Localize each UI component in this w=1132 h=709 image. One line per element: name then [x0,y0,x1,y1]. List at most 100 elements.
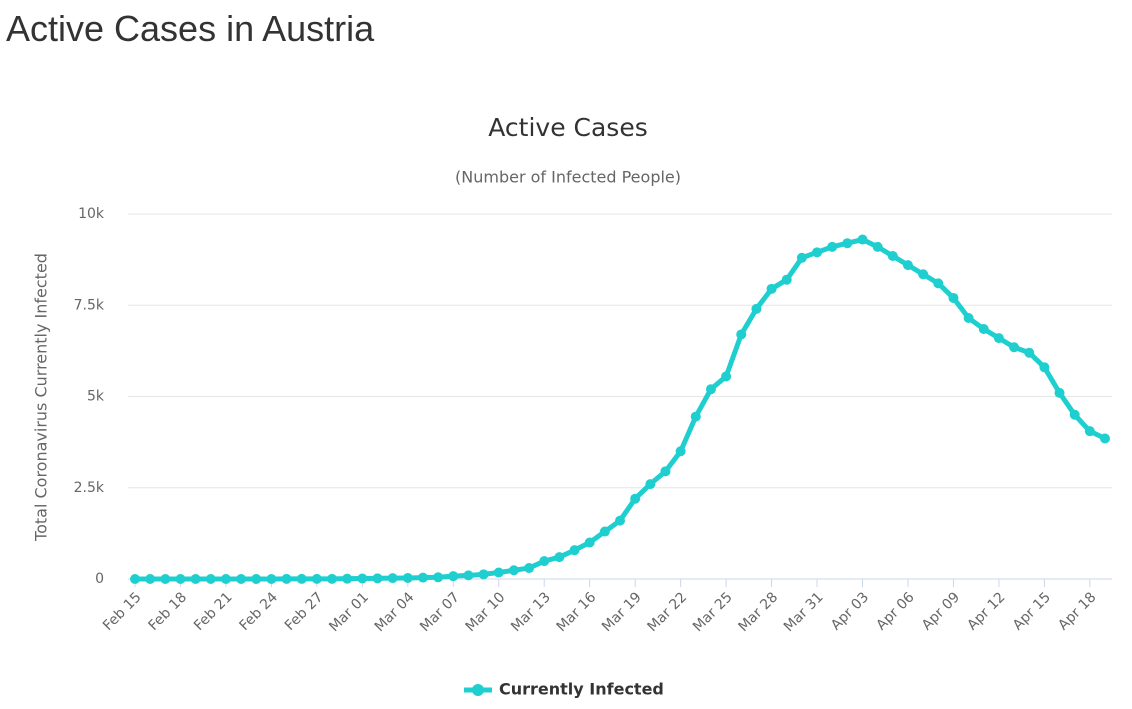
data-point [296,573,307,584]
data-point [1024,347,1035,358]
data-point [554,552,565,563]
data-point [478,569,489,580]
y-tick-label: 5k [87,389,105,405]
data-point [721,371,732,382]
x-tick-label: Mar 07 [417,589,463,635]
data-point [463,570,474,581]
data-point [872,241,883,252]
data-point [1009,342,1020,353]
legend-marker [472,684,484,696]
data-point [1069,409,1080,420]
data-point [615,515,625,526]
chart-subtitle: (Number of Infected People) [455,168,681,187]
data-point [599,526,610,537]
data-point [387,573,398,584]
data-point [236,574,247,584]
data-point [145,574,156,584]
y-tick-label: 0 [95,571,104,587]
x-tick-label: Feb 27 [282,589,327,634]
data-point [433,572,444,583]
data-point [402,572,413,583]
data-point [1054,387,1065,398]
x-tick-label: Mar 01 [326,589,372,635]
x-tick-label: Feb 15 [100,589,145,634]
x-tick-label: Mar 28 [735,589,781,635]
data-point [751,303,762,314]
x-tick-label: Mar 22 [645,589,691,635]
data-point [175,574,186,584]
data-point [918,269,929,280]
data-point [963,313,974,324]
data-point [311,573,322,584]
series-line [135,237,1107,582]
data-point [372,573,383,584]
data-point [448,571,459,582]
x-tick-label: Apr 06 [873,589,917,633]
data-point [857,234,868,245]
y-tick-label: 10k [78,206,105,222]
data-point [645,479,656,490]
x-tick-label: Apr 09 [919,589,963,633]
x-tick-label: Apr 03 [828,589,872,633]
data-point [1100,433,1110,444]
y-tick-label: 7.5k [74,297,105,313]
data-point [220,574,231,584]
data-point [660,466,671,477]
y-axis-label: Total Coronavirus Currently Infected [32,253,51,542]
x-tick-label: Mar 16 [554,589,600,635]
data-point [630,493,641,504]
data-point [933,278,944,289]
x-tick-label: Feb 18 [146,589,191,634]
data-point [266,574,277,584]
data-point [766,283,777,294]
data-point [842,238,853,249]
page-heading: Active Cases in Austria [6,8,375,49]
data-point [417,572,428,583]
data-point [205,574,216,584]
data-point [130,574,140,584]
x-tick-label: Mar 25 [690,589,736,635]
data-point [342,573,353,584]
data-point [1084,426,1095,437]
data-point [251,574,262,584]
x-tick-label: Mar 13 [508,589,554,635]
legend-label: Currently Infected [499,680,664,699]
data-point [993,333,1004,344]
data-point [675,446,686,457]
data-point [508,565,519,576]
data-point [796,252,807,263]
data-point [524,563,535,574]
data-point [812,247,823,258]
data-point [902,260,913,271]
data-point [978,323,989,334]
x-tick-label: Mar 10 [463,589,509,635]
data-point [160,574,171,584]
data-point [493,567,504,578]
x-tick-label: Feb 24 [236,589,281,634]
x-tick-label: Mar 31 [781,589,827,635]
data-point [948,292,959,303]
x-tick-label: Feb 21 [191,589,236,634]
x-tick-label: Apr 12 [964,589,1008,633]
data-point [781,274,792,285]
data-point [281,573,292,584]
data-point [1039,362,1050,373]
data-point [190,574,201,584]
chart-title: Active Cases [488,113,648,142]
x-tick-label: Apr 15 [1010,589,1054,633]
x-tick-label: Apr 18 [1055,589,1099,633]
data-point [705,384,716,395]
data-point [327,573,338,584]
data-point [690,411,701,422]
x-tick-label: Mar 04 [372,589,418,635]
data-point [539,556,550,567]
data-point [569,545,580,556]
data-point [584,537,595,548]
data-point [736,329,747,340]
data-point [357,573,368,584]
x-tick-label: Mar 19 [599,589,645,635]
y-tick-label: 2.5k [74,480,105,496]
data-point [887,250,898,261]
